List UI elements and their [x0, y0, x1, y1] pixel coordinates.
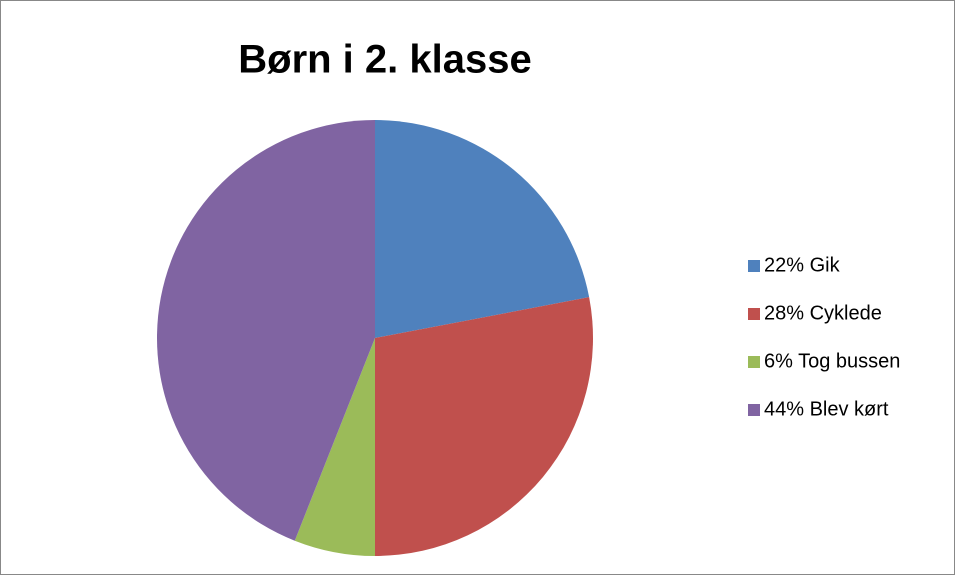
- pie-slice: [156, 120, 375, 541]
- legend-label: 28% Cyklede: [764, 302, 882, 324]
- pie-slice: [375, 120, 590, 338]
- legend-swatch: [748, 308, 760, 320]
- legend-swatch: [748, 260, 760, 272]
- pie-slice: [375, 297, 593, 556]
- legend-swatch: [748, 404, 760, 416]
- legend-swatch: [748, 356, 760, 368]
- legend-label: 6% Tog bussen: [764, 350, 900, 372]
- legend-label: 44% Blev kørt: [764, 398, 889, 420]
- legend-label: 22% Gik: [764, 254, 841, 276]
- pie-slice: [294, 338, 375, 556]
- chart-title: Børn i 2. klasse: [238, 38, 531, 82]
